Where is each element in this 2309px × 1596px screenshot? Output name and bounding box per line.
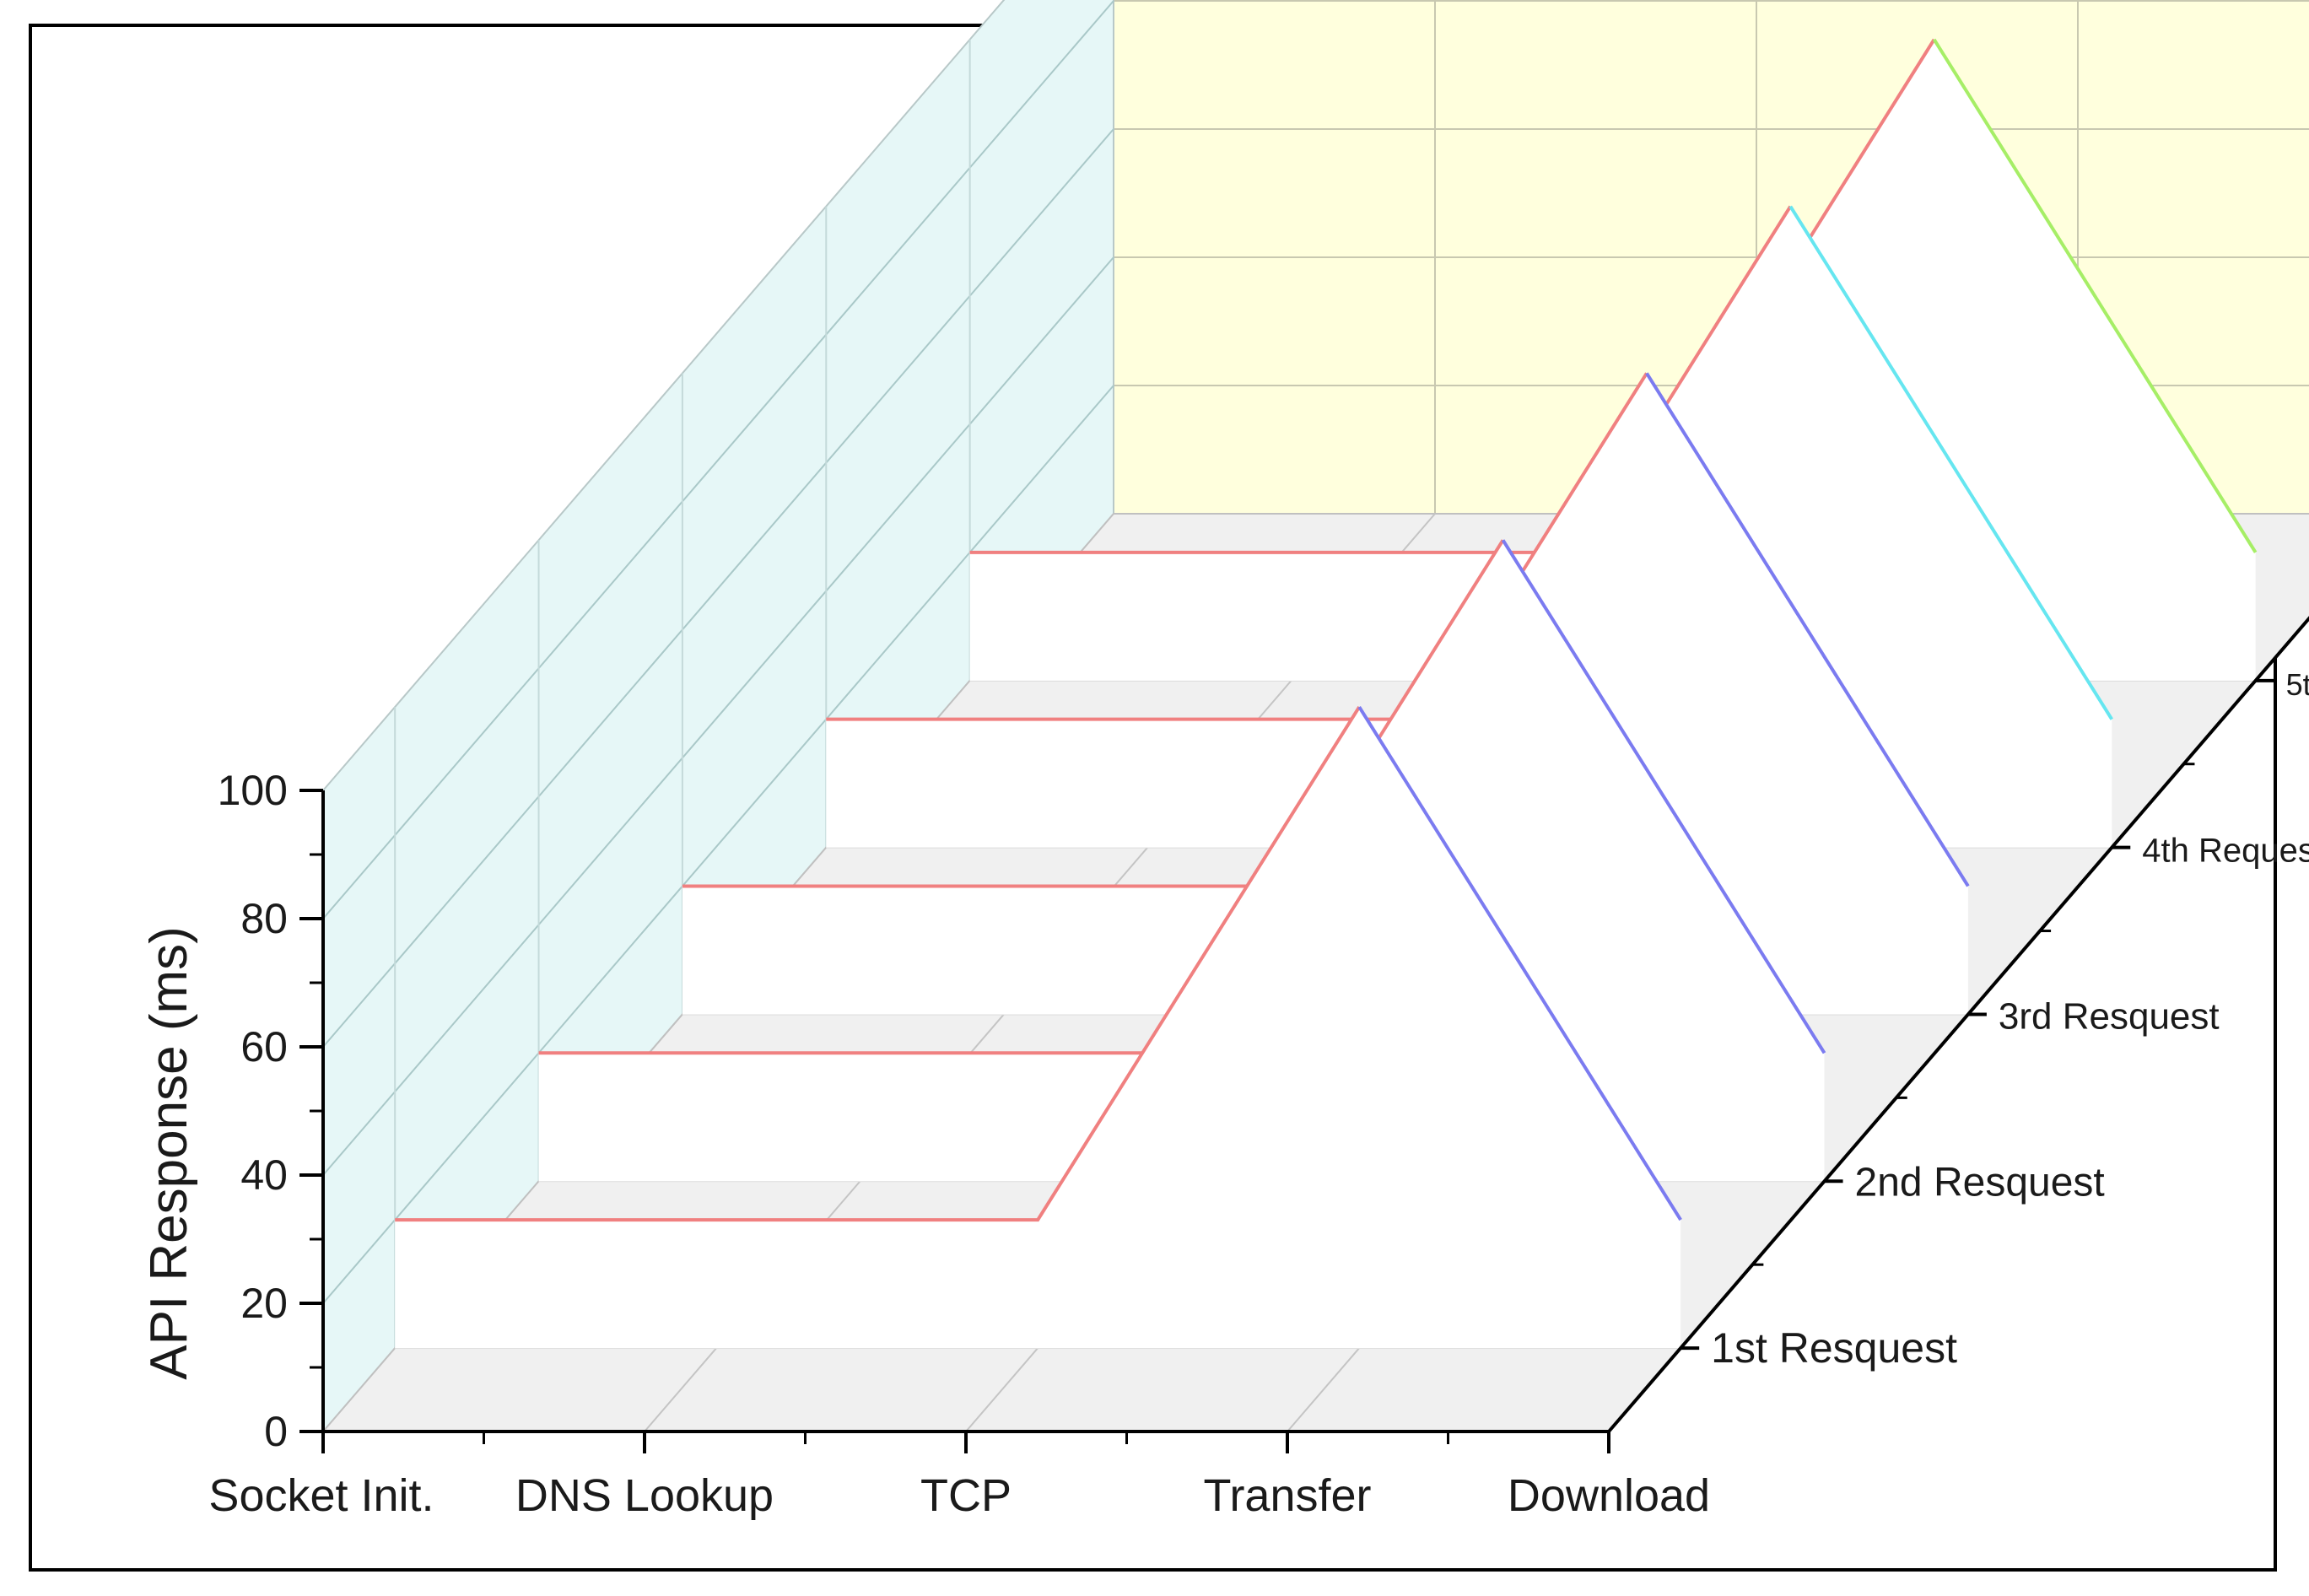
series-line <box>395 706 1361 1222</box>
series-line <box>1501 539 1826 1054</box>
series-label: 5th Request <box>2286 667 2309 702</box>
y-tick-label: 60 <box>240 1023 288 1070</box>
series-line <box>1357 706 1682 1221</box>
y-tick-label: 0 <box>264 1408 288 1455</box>
y-tick-label: 20 <box>240 1280 288 1327</box>
series-label: 2nd Resquest <box>1855 1160 2105 1205</box>
side-wall-gridline <box>322 0 1114 919</box>
side-wall-gridline <box>322 128 1114 1048</box>
side-wall-gridline <box>322 256 1114 1176</box>
depth-axis-line <box>1607 616 2309 1433</box>
x-tick-label: DNS Lookup <box>515 1470 774 1521</box>
x-tick-label: Download <box>1508 1470 1710 1521</box>
x-tick-label: Socket Init. <box>208 1470 434 1521</box>
series-line <box>1788 205 2113 720</box>
series-line <box>1645 372 1970 887</box>
series-label: 3rd Resquest <box>1999 995 2220 1037</box>
series-line <box>1932 38 2258 553</box>
x-tick-label: Transfer <box>1203 1470 1371 1521</box>
series-label: 4th Request <box>2142 833 2309 870</box>
y-tick-label: 80 <box>240 895 288 942</box>
y-tick-label: 100 <box>218 767 288 814</box>
series-label: 1st Resquest <box>1711 1324 1957 1372</box>
side-wall-gridline <box>322 385 1114 1304</box>
x-tick-label: TCP <box>920 1470 1012 1521</box>
y-tick-label: 40 <box>240 1151 288 1199</box>
y-axis-label: API Response (ms) <box>140 926 198 1380</box>
series-fill <box>395 707 1681 1349</box>
